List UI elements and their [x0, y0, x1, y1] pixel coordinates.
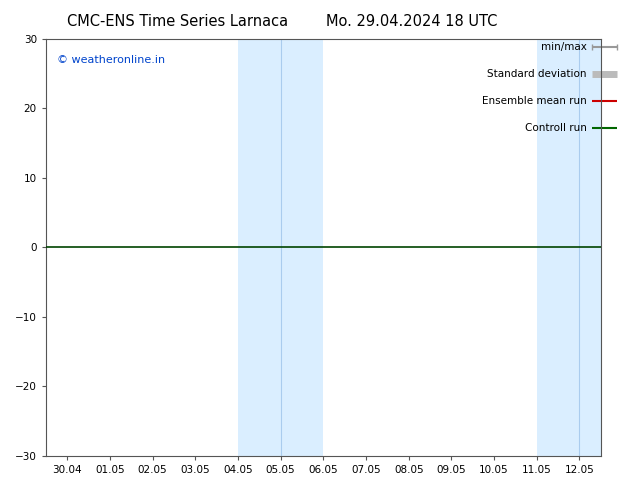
Text: Ensemble mean run: Ensemble mean run — [482, 96, 587, 106]
Text: © weatheronline.in: © weatheronline.in — [57, 55, 165, 65]
Bar — [537, 39, 622, 456]
Bar — [238, 39, 323, 456]
Text: Standard deviation: Standard deviation — [488, 69, 587, 79]
Text: Mo. 29.04.2024 18 UTC: Mo. 29.04.2024 18 UTC — [327, 14, 498, 29]
Text: Controll run: Controll run — [525, 123, 587, 133]
Text: min/max: min/max — [541, 42, 587, 52]
Text: CMC-ENS Time Series Larnaca: CMC-ENS Time Series Larnaca — [67, 14, 288, 29]
